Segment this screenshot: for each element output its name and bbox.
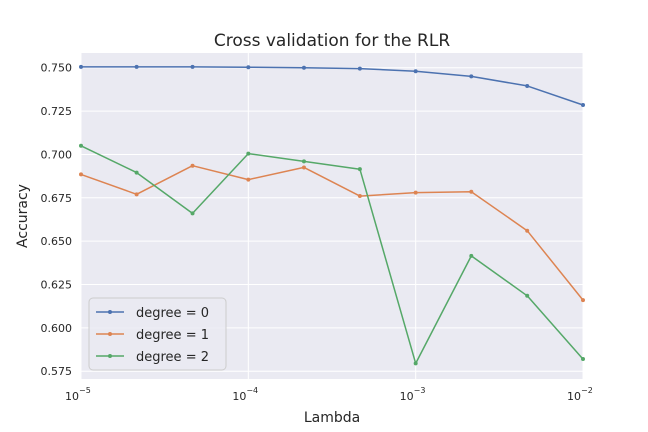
x-tick-base: 10 <box>65 390 79 403</box>
series-layer <box>79 64 585 366</box>
data-point <box>79 172 83 177</box>
data-point <box>134 64 139 69</box>
y-tick-label: 0.725 <box>41 105 73 118</box>
data-point <box>525 83 530 88</box>
x-tick-base: 10 <box>567 390 581 403</box>
x-tick-label: 10 −2 <box>567 386 593 403</box>
data-point <box>301 159 306 164</box>
series-line <box>80 164 584 301</box>
data-point <box>246 177 251 182</box>
y-tick-label: 0.600 <box>41 322 73 335</box>
data-point <box>581 103 585 108</box>
y-tick-label: 0.575 <box>41 365 73 378</box>
data-point <box>190 163 195 168</box>
data-point <box>190 211 195 216</box>
x-tick-exponent: −5 <box>79 386 91 395</box>
x-tick-label: 10 −4 <box>232 386 258 403</box>
legend-box <box>88 297 227 371</box>
series-line <box>81 66 584 106</box>
data-point <box>413 190 418 195</box>
legend-label: degree = 2 <box>136 350 209 365</box>
x-tick-labels: 10 −5 10 −4 10 −3 10 −2 <box>65 386 593 403</box>
data-point <box>301 65 306 70</box>
data-point <box>525 293 530 298</box>
legend-marker <box>108 310 112 314</box>
data-point <box>469 253 474 258</box>
y-tick-label: 0.625 <box>41 278 73 291</box>
data-point <box>246 65 251 70</box>
data-point <box>134 170 139 175</box>
grid-lines <box>80 53 584 379</box>
y-tick-label: 0.650 <box>41 235 73 248</box>
data-point <box>79 143 83 148</box>
series-1 <box>79 163 585 303</box>
series-line <box>80 145 584 365</box>
x-tick-label: 10 −3 <box>400 386 426 403</box>
y-axis-label: Accuracy <box>15 184 31 248</box>
data-point <box>246 151 251 156</box>
legend-label: degree = 1 <box>136 328 209 343</box>
data-point <box>134 192 139 197</box>
data-point <box>469 189 474 194</box>
y-tick-labels: 0.575 0.600 0.625 0.650 0.675 0.700 0.725 0.750 <box>41 62 73 378</box>
series-2 <box>79 143 585 366</box>
x-tick-exponent: −3 <box>414 386 426 395</box>
legend-entry: degree = 2 <box>96 350 209 365</box>
x-tick-base: 10 <box>232 390 246 403</box>
y-tick-label: 0.750 <box>41 62 73 75</box>
data-point <box>357 66 362 71</box>
x-tick-exponent: −4 <box>246 386 258 395</box>
data-point <box>190 64 195 69</box>
x-axis-label: Lambda <box>304 410 360 426</box>
y-tick-label: 0.700 <box>41 148 73 161</box>
x-tick-exponent: −2 <box>581 386 593 395</box>
data-point <box>301 165 306 170</box>
chart-title: Cross validation for the RLR <box>214 31 450 51</box>
legend-marker <box>108 354 112 358</box>
data-point <box>357 194 362 199</box>
data-point <box>469 74 474 79</box>
legend-entry: degree = 1 <box>96 328 209 343</box>
x-tick-base: 10 <box>400 390 414 403</box>
data-point <box>413 69 418 74</box>
data-point <box>581 298 585 303</box>
legend-marker <box>108 332 112 336</box>
legend-entry: degree = 0 <box>96 306 209 321</box>
data-point <box>79 64 83 69</box>
data-point <box>525 228 530 233</box>
series-0 <box>79 64 585 108</box>
data-point <box>581 357 585 362</box>
legend-label: degree = 0 <box>136 306 209 321</box>
data-point <box>357 167 362 172</box>
y-tick-label: 0.675 <box>41 192 73 205</box>
legend: degree = 0 degree = 1 degree = 2 <box>88 297 227 371</box>
x-tick-label: 10 −5 <box>65 386 91 403</box>
data-point <box>413 361 418 366</box>
